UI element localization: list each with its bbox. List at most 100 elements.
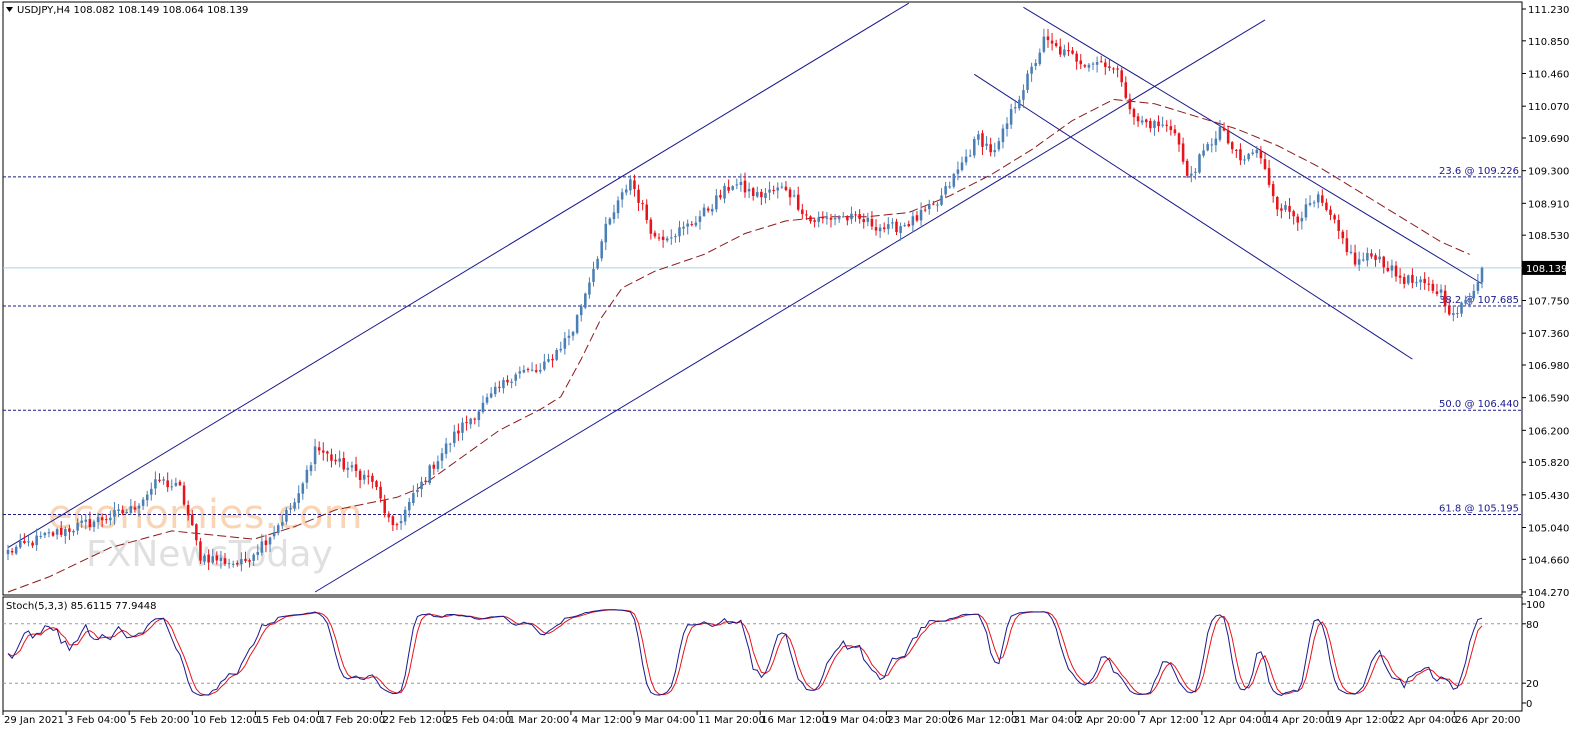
- candle: [1210, 138, 1214, 153]
- candle-body: [1001, 128, 1005, 143]
- y-tick-label: 110.070: [1528, 102, 1569, 113]
- candle: [100, 513, 104, 528]
- candle-body: [145, 494, 149, 501]
- candle: [1042, 28, 1046, 54]
- candle-body: [874, 227, 878, 231]
- candle-body: [608, 218, 612, 225]
- candle: [784, 181, 788, 192]
- candle-body: [731, 186, 734, 190]
- candle: [1038, 48, 1042, 66]
- candle-body: [1079, 60, 1083, 65]
- candle: [43, 531, 47, 539]
- candle-body: [600, 241, 603, 259]
- candle: [768, 181, 771, 201]
- candle-body: [981, 133, 984, 147]
- candle: [420, 476, 423, 498]
- candle-body: [526, 368, 530, 370]
- candle: [1255, 145, 1259, 158]
- candle-body: [1468, 299, 1471, 301]
- candle: [1472, 284, 1476, 300]
- candle: [1185, 158, 1189, 179]
- candle-body: [534, 370, 538, 372]
- candle: [1316, 191, 1320, 209]
- candle-body: [567, 335, 571, 338]
- candle: [371, 472, 374, 489]
- candle-body: [100, 517, 104, 521]
- down-channel-lower[interactable]: [974, 73, 1413, 360]
- candle-body: [915, 215, 919, 221]
- candle: [309, 462, 313, 476]
- candle: [805, 210, 808, 221]
- candle-body: [432, 464, 436, 469]
- candle-body: [19, 540, 22, 548]
- candle-body: [1407, 275, 1410, 284]
- symbol-header: USDJPY,H4 108.082 108.149 108.064 108.13…: [17, 5, 249, 16]
- candle-body: [150, 488, 153, 495]
- candle-body: [903, 225, 906, 227]
- candle: [64, 526, 67, 544]
- candle: [1222, 122, 1226, 132]
- candle-body: [1357, 259, 1361, 265]
- candle-body: [186, 504, 190, 516]
- candle: [207, 549, 210, 570]
- candle-body: [788, 189, 792, 198]
- candle-body: [1316, 194, 1320, 203]
- candle-body: [407, 502, 411, 511]
- candle: [1067, 42, 1070, 57]
- x-tick-label: 14 Apr 20:00: [1266, 715, 1331, 726]
- candle: [293, 498, 296, 512]
- down-channel-upper[interactable]: [1023, 6, 1483, 285]
- candle-body: [1108, 66, 1111, 69]
- candle-body: [27, 541, 30, 543]
- candle-body: [1308, 203, 1312, 205]
- candle: [1128, 93, 1132, 115]
- candle: [211, 548, 214, 565]
- candle: [927, 199, 931, 215]
- candle: [268, 536, 272, 552]
- candle: [895, 218, 898, 236]
- candle: [882, 222, 886, 233]
- candle: [1382, 255, 1386, 274]
- candle: [1456, 306, 1459, 319]
- candle-body: [584, 293, 587, 308]
- candle: [792, 189, 796, 198]
- candle-body: [1386, 267, 1390, 272]
- candle: [1034, 59, 1037, 71]
- up-channel-upper[interactable]: [7, 2, 910, 549]
- y-tick-label: 109.300: [1528, 167, 1569, 178]
- candle-body: [6, 549, 10, 555]
- candle: [633, 174, 636, 197]
- candle-body: [1149, 120, 1152, 129]
- candle-body: [1325, 202, 1328, 210]
- candle-body: [1198, 154, 1201, 173]
- candle: [117, 504, 120, 518]
- candle-body: [604, 223, 608, 243]
- candle-body: [358, 470, 362, 481]
- candle-body: [690, 224, 694, 226]
- candle-body: [1366, 253, 1369, 261]
- collapse-triangle-icon[interactable]: [6, 7, 13, 12]
- candle-body: [760, 191, 763, 198]
- candle: [424, 477, 427, 485]
- candle: [264, 534, 268, 553]
- candle: [125, 509, 129, 514]
- candle-body: [1034, 63, 1037, 66]
- candle-body: [698, 216, 702, 222]
- candle-body: [1054, 43, 1058, 46]
- candle: [51, 530, 55, 537]
- x-tick-label: 2 Apr 20:00: [1077, 715, 1136, 726]
- candle: [674, 233, 677, 243]
- candle-body: [977, 134, 980, 140]
- candle-body: [1329, 209, 1332, 215]
- candle-body: [1276, 196, 1279, 210]
- candle: [788, 187, 792, 206]
- candle-body: [412, 493, 415, 503]
- candle: [514, 372, 517, 387]
- candle: [281, 514, 284, 530]
- candle: [1173, 124, 1177, 136]
- candle-body: [1341, 231, 1345, 239]
- candle-body: [227, 563, 231, 565]
- candle-body: [1222, 128, 1226, 131]
- up-channel-lower[interactable]: [314, 19, 1266, 593]
